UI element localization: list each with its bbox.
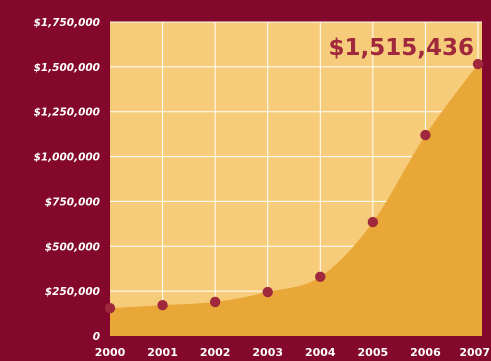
- data-point-2003: [262, 286, 273, 298]
- data-point-2002: [209, 296, 221, 308]
- x-axis-ticks: 2000 2001 2002 2003 2004 2005 2006 2007: [95, 346, 490, 359]
- data-point-2005: [367, 216, 379, 228]
- y-tick-label: $500,000: [45, 241, 100, 253]
- value-callout: $1,515,436: [328, 35, 474, 61]
- series-area: [110, 64, 482, 336]
- data-points: [104, 58, 484, 314]
- y-tick-label: $1,250,000: [34, 107, 100, 119]
- y-tick-label: $1,500,000: [34, 62, 100, 74]
- y-axis-ticks: 0 $250,000 $500,000 $750,000 $1,000,000 $1,25…: [34, 17, 100, 343]
- y-tick-label: 0: [93, 331, 100, 343]
- data-point-2006: [420, 129, 431, 141]
- x-tick-label: 2007: [459, 346, 490, 359]
- x-tick-label: 2001: [147, 346, 178, 359]
- y-tick-label: $1,000,000: [34, 152, 100, 164]
- x-tick-label: 2005: [358, 346, 389, 359]
- x-tick-label: 2000: [95, 346, 126, 359]
- x-tick-label: 2003: [252, 346, 283, 359]
- x-tick-label: 2004: [305, 346, 336, 359]
- data-point-2000: [104, 302, 116, 314]
- y-tick-label: $250,000: [45, 286, 100, 298]
- y-tick-label: $1,750,000: [34, 17, 100, 29]
- x-tick-label: 2006: [410, 346, 441, 359]
- data-point-2007: [472, 58, 484, 70]
- data-point-2001: [157, 299, 168, 311]
- data-point-2004: [315, 271, 326, 282]
- x-tick-label: 2002: [200, 346, 231, 359]
- y-tick-label: $750,000: [45, 196, 100, 208]
